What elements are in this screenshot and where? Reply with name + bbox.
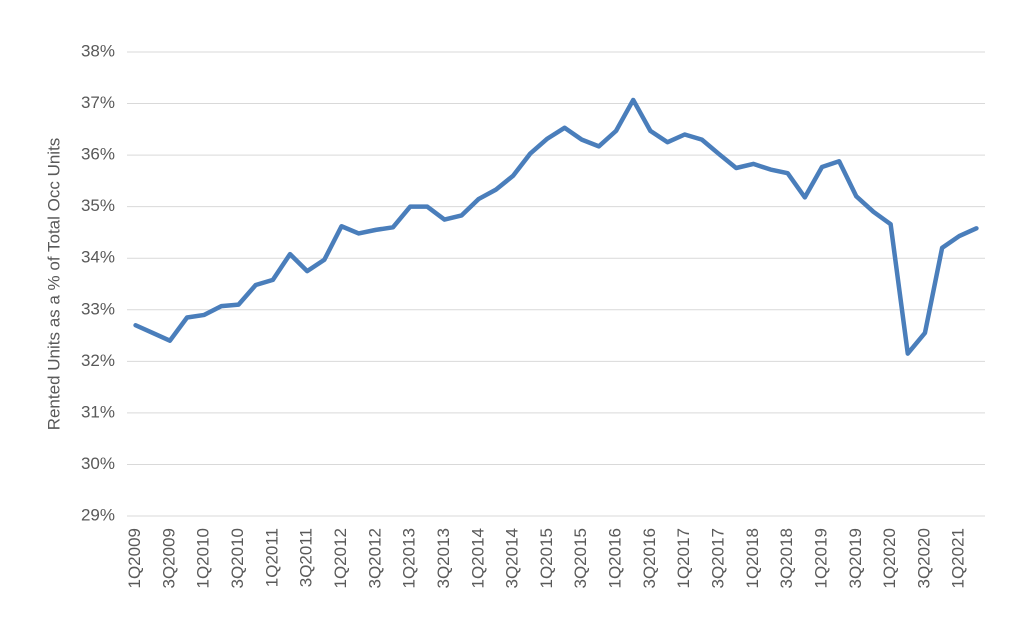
x-tick-label: 1Q2011 bbox=[262, 528, 281, 587]
x-tick-label: 3Q2009 bbox=[159, 528, 178, 589]
x-tick-label: 3Q2018 bbox=[777, 528, 796, 589]
x-tick-label: 1Q2012 bbox=[331, 528, 350, 589]
x-tick-label: 1Q2009 bbox=[125, 528, 144, 589]
x-tick-label: 3Q2015 bbox=[571, 528, 590, 589]
x-tick-label: 1Q2020 bbox=[880, 528, 899, 589]
x-tick-label: 3Q2010 bbox=[228, 528, 247, 589]
x-tick-label: 3Q2011 bbox=[297, 528, 316, 587]
y-tick-label: 37% bbox=[81, 93, 115, 112]
x-tick-label: 1Q2017 bbox=[674, 528, 693, 589]
y-axis-label: Rented Units as a % of Total Occ Units bbox=[44, 138, 63, 431]
y-tick-label: 36% bbox=[81, 145, 115, 164]
x-tick-label: 1Q2010 bbox=[194, 528, 213, 589]
x-tick-label: 1Q2014 bbox=[468, 528, 487, 589]
y-tick-label: 31% bbox=[81, 402, 115, 421]
x-tick-label: 1Q2013 bbox=[400, 528, 419, 589]
x-tick-label: 1Q2019 bbox=[811, 528, 830, 589]
x-tick-label: 3Q2013 bbox=[434, 528, 453, 589]
y-tick-label: 34% bbox=[81, 248, 115, 267]
y-tick-label: 32% bbox=[81, 351, 115, 370]
x-tick-label: 1Q2016 bbox=[606, 528, 625, 589]
x-tick-label: 3Q2016 bbox=[640, 528, 659, 589]
y-tick-label: 30% bbox=[81, 454, 115, 473]
y-tick-label: 35% bbox=[81, 196, 115, 215]
x-tick-label: 3Q2014 bbox=[503, 528, 522, 589]
x-tick-label: 3Q2012 bbox=[365, 528, 384, 589]
y-tick-label: 29% bbox=[81, 505, 115, 524]
data-line bbox=[133, 97, 979, 356]
x-tick-label: 3Q2019 bbox=[846, 528, 865, 589]
x-tick-label: 1Q2015 bbox=[537, 528, 556, 589]
x-tick-label: 1Q2021 bbox=[949, 528, 968, 589]
x-tick-label: 3Q2017 bbox=[709, 528, 728, 589]
y-tick-label: 33% bbox=[81, 299, 115, 318]
x-tick-label: 3Q2020 bbox=[914, 528, 933, 589]
x-tick-label: 1Q2018 bbox=[743, 528, 762, 589]
y-tick-label: 38% bbox=[81, 41, 115, 60]
